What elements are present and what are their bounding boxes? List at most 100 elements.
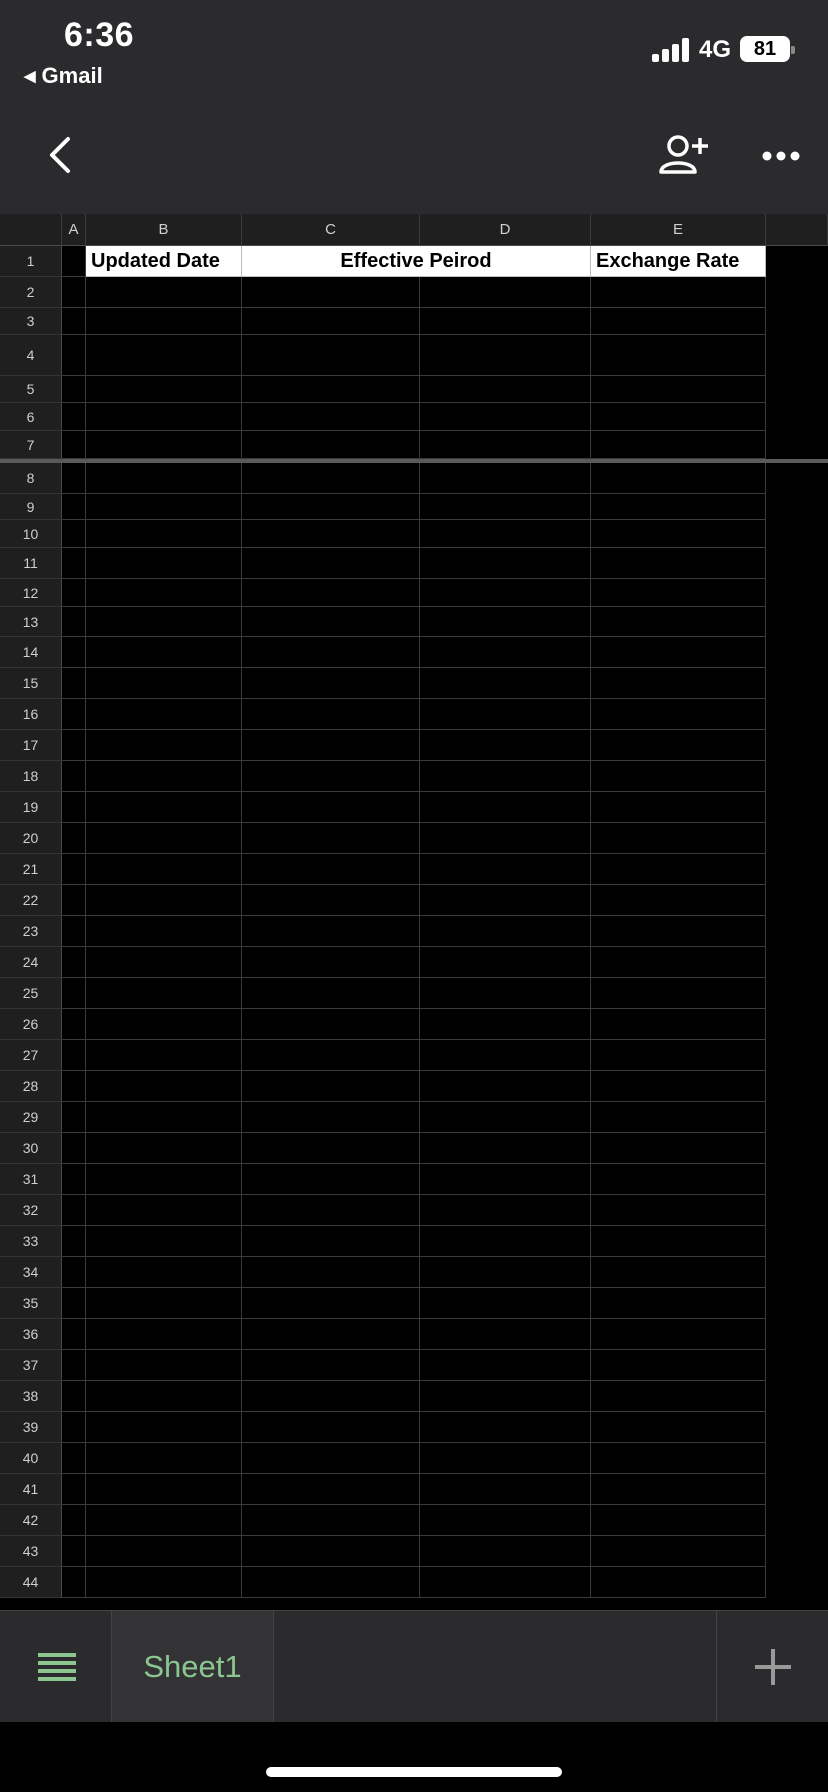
grid-cell[interactable] [62, 1567, 86, 1598]
grid-cell[interactable] [420, 1381, 591, 1412]
more-horizontal-icon[interactable] [762, 150, 800, 162]
grid-cell[interactable] [86, 668, 242, 699]
grid-cell[interactable] [242, 494, 420, 520]
grid-cell[interactable] [591, 1412, 766, 1443]
row-header[interactable]: 23 [0, 916, 62, 947]
row-header[interactable]: 42 [0, 1505, 62, 1536]
row-header[interactable]: 28 [0, 1071, 62, 1102]
grid-cell[interactable] [420, 335, 591, 376]
grid-cell[interactable] [591, 854, 766, 885]
grid-cell[interactable] [420, 376, 591, 403]
grid-cell[interactable] [591, 1443, 766, 1474]
grid-cell[interactable] [86, 1040, 242, 1071]
grid-cell[interactable] [62, 548, 86, 579]
grid-cell[interactable] [591, 520, 766, 548]
row-header[interactable]: 12 [0, 579, 62, 607]
grid-cell[interactable] [62, 520, 86, 548]
grid-cell[interactable] [86, 1257, 242, 1288]
grid-cell[interactable] [242, 1288, 420, 1319]
grid-cell[interactable] [242, 277, 420, 308]
grid-cell[interactable] [591, 403, 766, 431]
grid-cell[interactable] [62, 730, 86, 761]
row-header[interactable]: 24 [0, 947, 62, 978]
row-header[interactable]: 13 [0, 607, 62, 637]
grid-cell[interactable] [420, 1009, 591, 1040]
grid-cell[interactable] [242, 1319, 420, 1350]
grid-cell[interactable] [420, 431, 591, 459]
grid-cell[interactable] [242, 1412, 420, 1443]
grid-cell[interactable] [591, 607, 766, 637]
row-header[interactable]: 15 [0, 668, 62, 699]
grid-cell[interactable] [591, 916, 766, 947]
grid-cell[interactable] [591, 1257, 766, 1288]
grid-cell[interactable] [62, 579, 86, 607]
grid-cell[interactable] [86, 308, 242, 335]
grid-cell[interactable] [591, 277, 766, 308]
grid-cell[interactable] [86, 376, 242, 403]
grid-cell[interactable] [591, 308, 766, 335]
row-header[interactable]: 4 [0, 335, 62, 376]
grid-cell[interactable] [62, 792, 86, 823]
grid-cell[interactable] [86, 1412, 242, 1443]
grid-cell[interactable] [591, 1071, 766, 1102]
grid-cell[interactable] [420, 308, 591, 335]
grid-cell[interactable] [62, 1443, 86, 1474]
row-header[interactable]: 44 [0, 1567, 62, 1598]
grid-cell[interactable] [420, 792, 591, 823]
grid-cell[interactable] [242, 579, 420, 607]
home-indicator[interactable] [266, 1767, 562, 1777]
grid-cell[interactable] [420, 548, 591, 579]
grid-cell[interactable] [62, 277, 86, 308]
grid-cell[interactable] [242, 335, 420, 376]
grid-cell[interactable] [420, 823, 591, 854]
row-header[interactable]: 37 [0, 1350, 62, 1381]
grid-cell[interactable] [242, 1071, 420, 1102]
grid-cell[interactable] [591, 1567, 766, 1598]
grid-cell[interactable] [242, 730, 420, 761]
row-header[interactable]: 40 [0, 1443, 62, 1474]
row-header[interactable]: 33 [0, 1226, 62, 1257]
grid-cell[interactable] [242, 668, 420, 699]
grid-cell[interactable] [62, 668, 86, 699]
grid-cell[interactable] [420, 463, 591, 494]
grid-cell[interactable] [242, 308, 420, 335]
grid-cell[interactable] [62, 308, 86, 335]
grid-cell[interactable] [242, 1226, 420, 1257]
row-header[interactable]: 6 [0, 403, 62, 431]
row-header[interactable]: 7 [0, 431, 62, 459]
row-header[interactable]: 32 [0, 1195, 62, 1226]
grid-cell[interactable] [86, 1226, 242, 1257]
grid-cell[interactable] [86, 579, 242, 607]
header-effective-period[interactable]: Effective Peirod [242, 246, 591, 277]
grid-cell[interactable] [242, 1505, 420, 1536]
grid-cell[interactable] [62, 431, 86, 459]
row-header[interactable]: 2 [0, 277, 62, 308]
row-header[interactable]: 21 [0, 854, 62, 885]
grid-cell[interactable] [420, 637, 591, 668]
grid-cell[interactable] [242, 1536, 420, 1567]
grid-cell[interactable] [86, 431, 242, 459]
grid-cell[interactable] [420, 1567, 591, 1598]
grid-cell[interactable] [62, 1350, 86, 1381]
grid-cell[interactable] [62, 246, 86, 277]
grid-cell[interactable] [420, 947, 591, 978]
grid-cell[interactable] [420, 1319, 591, 1350]
grid-cell[interactable] [242, 463, 420, 494]
grid-cell[interactable] [62, 335, 86, 376]
grid-cell[interactable] [591, 761, 766, 792]
grid-cell[interactable] [62, 916, 86, 947]
grid-cell[interactable] [62, 403, 86, 431]
row-header[interactable]: 11 [0, 548, 62, 579]
grid-cell[interactable] [242, 1350, 420, 1381]
column-header-a[interactable]: A [62, 214, 86, 246]
grid-cell[interactable] [242, 1164, 420, 1195]
grid-cell[interactable] [86, 1474, 242, 1505]
grid-cell[interactable] [591, 431, 766, 459]
grid-cell[interactable] [591, 792, 766, 823]
grid-cell[interactable] [62, 978, 86, 1009]
grid-cell[interactable] [62, 1319, 86, 1350]
header-exchange-rate[interactable]: Exchange Rate [591, 246, 766, 277]
grid-cell[interactable] [62, 1257, 86, 1288]
row-header[interactable]: 19 [0, 792, 62, 823]
grid-cell[interactable] [86, 916, 242, 947]
